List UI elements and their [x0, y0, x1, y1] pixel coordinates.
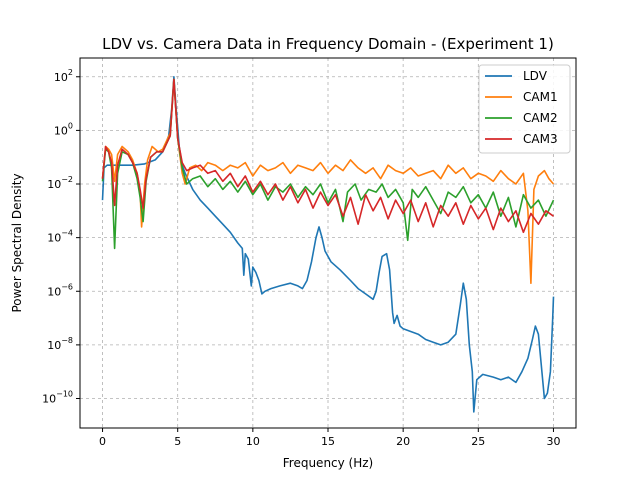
y-tick-label: 10−4 [47, 229, 73, 245]
legend-label-cam2: CAM2 [523, 111, 558, 125]
y-axis-label: Power Spectral Density [10, 173, 24, 312]
legend-label-cam3: CAM3 [523, 132, 558, 146]
y-axis-ticks: 102 100 10−2 10−4 10−6 10−8 10−10 [42, 68, 80, 406]
series-line-ldv [101, 76, 555, 413]
series-line-cam1 [101, 78, 555, 284]
grid-lines [80, 58, 576, 428]
legend-label-cam1: CAM1 [523, 90, 558, 104]
legend-label-ldv: LDV [523, 69, 548, 83]
x-axis-label: Frequency (Hz) [283, 456, 374, 470]
y-tick-label: 10−2 [47, 175, 73, 191]
chart-title: LDV vs. Camera Data in Frequency Domain … [102, 35, 554, 53]
series-layer [101, 76, 555, 413]
y-tick-label: 10−6 [47, 282, 73, 298]
y-tick-label: 10−8 [47, 336, 73, 352]
series-line-cam3 [101, 78, 554, 234]
y-tick-label: 100 [54, 121, 73, 137]
x-tick-label: 30 [546, 435, 560, 448]
y-tick-label: 10−10 [42, 390, 73, 406]
x-tick-label: 20 [396, 435, 410, 448]
y-tick-label: 102 [54, 68, 73, 84]
x-tick-label: 25 [471, 435, 485, 448]
x-tick-label: 5 [174, 435, 181, 448]
x-axis-ticks: 0 5 10 15 20 25 30 [99, 428, 560, 448]
x-tick-label: 15 [321, 435, 335, 448]
x-tick-label: 0 [99, 435, 106, 448]
legend-box [478, 64, 571, 154]
x-tick-label: 10 [246, 435, 260, 448]
legend: LDV CAM1 CAM2 CAM3 [478, 64, 571, 154]
